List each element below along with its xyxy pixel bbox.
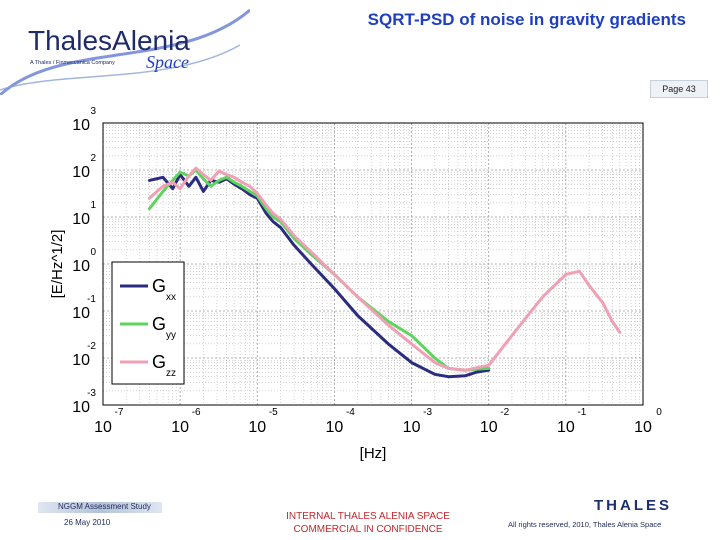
x-tick-label: 10: [403, 419, 421, 436]
y-tick-label: 10: [72, 258, 90, 275]
x-tick-label: 10: [557, 419, 575, 436]
legend-subscript-yy: yy: [166, 330, 176, 341]
logo-tagline: A Thales / Finmeccanica Company: [30, 60, 115, 66]
logo-name: ThalesAlenia: [28, 25, 190, 56]
page-number: Page 43: [650, 80, 708, 98]
legend-label-xx: G: [152, 276, 166, 296]
thales-brand: THALES: [594, 497, 672, 514]
x-tick-exponent: -4: [346, 407, 355, 418]
y-tick-label: 10: [72, 352, 90, 369]
thales-alenia-logo: ThalesAlenia A Thales / Finmeccanica Com…: [0, 0, 251, 97]
legend-label-zz: G: [152, 352, 166, 372]
series-line-xx: [147, 173, 491, 379]
x-tick-exponent: -7: [115, 407, 124, 418]
classification-line-2: COMMERCIAL IN CONFIDENCE: [293, 524, 443, 535]
x-tick-label: 10: [480, 419, 498, 436]
x-axis-label: [Hz]: [360, 445, 387, 462]
y-tick-exponent: -1: [87, 294, 96, 305]
y-tick-label: 10: [72, 399, 90, 416]
x-tick-exponent: -5: [269, 407, 278, 418]
psd-chart: 10 -7 10 -6 10 -5 10 -4 10 -3 10 -2 10 -1 10 0 10 -3 10 -2 1…: [0, 100, 720, 470]
slide-title: SQRT-PSD of noise in gravity gradients: [367, 10, 686, 29]
x-tick-exponent: -3: [423, 407, 432, 418]
y-tick-label: 10: [72, 117, 90, 134]
x-tick-label: 10: [248, 419, 266, 436]
y-tick-label: 10: [72, 164, 90, 181]
y-tick-label: 10: [72, 305, 90, 322]
y-axis-label: [E/Hz^1/2]: [49, 230, 66, 299]
y-tick-exponent: 3: [90, 106, 96, 117]
logo-space: Space: [146, 52, 189, 72]
classification-line-1: INTERNAL THALES ALENIA SPACE: [286, 511, 450, 522]
y-tick-label: 10: [72, 211, 90, 228]
footer-date: 26 May 2010: [64, 518, 111, 527]
x-tick-label: 10: [94, 419, 112, 436]
plot-frame: [102, 122, 644, 406]
x-tick-exponent: -6: [192, 407, 201, 418]
series-line-zz: [147, 166, 622, 372]
x-tick-label: 10: [634, 419, 652, 436]
legend-label-yy: G: [152, 314, 166, 334]
y-tick-exponent: 1: [90, 200, 96, 211]
x-tick-label: 10: [171, 419, 189, 436]
x-tick-exponent: -1: [577, 407, 586, 418]
x-tick-exponent: -2: [500, 407, 509, 418]
footer-classification: INTERNAL THALES ALENIA SPACE COMMERCIAL …: [258, 510, 478, 536]
y-tick-exponent: 2: [90, 153, 96, 164]
footer-study: NGGM Assessment Study: [58, 502, 151, 511]
footer-study-bar: [38, 502, 162, 513]
legend-subscript-xx: xx: [166, 292, 176, 303]
footer-rights: All rights reserved, 2010, Thales Alenia…: [508, 520, 662, 529]
y-tick-exponent: 0: [90, 247, 96, 258]
x-tick-label: 10: [326, 419, 344, 436]
y-tick-exponent: -3: [87, 388, 96, 399]
y-tick-exponent: -2: [87, 341, 96, 352]
legend-subscript-zz: zz: [166, 368, 176, 379]
x-tick-exponent: 0: [656, 407, 662, 418]
